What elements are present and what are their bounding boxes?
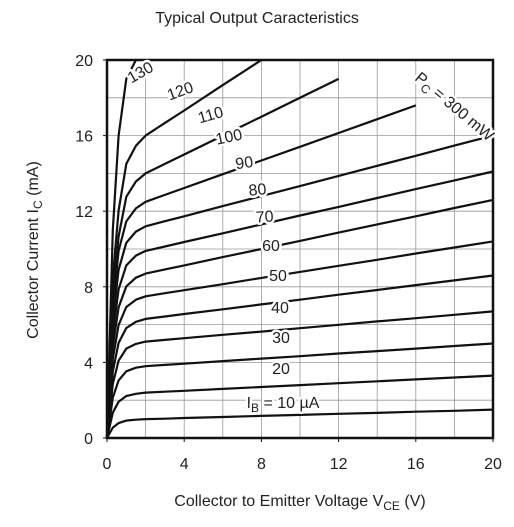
x-tick-label: 12 [330, 456, 348, 473]
curve-label: 60 [262, 238, 280, 255]
curve-label: IB = 10 µA [247, 395, 320, 415]
curve-label: 40 [271, 300, 289, 317]
y-axis-label-main: Collector Current I [25, 209, 42, 339]
curve-label: 30 [272, 330, 290, 347]
y-axis-label-sub: C [31, 200, 45, 209]
curve [105, 274, 494, 439]
chart-title: Typical Output Caracteristics [155, 10, 359, 27]
curve-label-main: I [247, 395, 251, 412]
y-tick-label: 12 [75, 204, 93, 221]
curve-label: 90 [234, 154, 254, 173]
y-tick-label: 0 [84, 431, 93, 448]
curve [105, 77, 340, 439]
y-axis-label: Collector Current IC (mA) [25, 161, 45, 339]
curve [105, 59, 137, 439]
x-axis-label-sub: CE [383, 499, 400, 513]
curve [105, 104, 417, 439]
x-tick-label: 16 [407, 456, 425, 473]
curve-label: 130 [125, 59, 157, 87]
curve [105, 342, 494, 439]
y-tick-label: 20 [75, 53, 93, 70]
x-axis-label: Collector to Emitter Voltage VCE (V) [174, 493, 425, 513]
x-tick-label: 8 [257, 456, 266, 473]
curve-label: 70 [255, 208, 274, 226]
curve [105, 310, 494, 439]
curve-label: 100 [214, 126, 244, 148]
curve [105, 59, 262, 439]
curve [105, 134, 494, 439]
curve-label-rest: = 10 µA [259, 395, 320, 412]
x-axis-label-rest: (V) [400, 493, 426, 510]
curve-label: 110 [196, 104, 225, 127]
x-tick-label: 0 [103, 456, 112, 473]
curve [105, 374, 494, 439]
x-tick-label: 20 [484, 456, 502, 473]
x-axis-label-main: Collector to Emitter Voltage V [174, 493, 383, 510]
curve-label: 20 [272, 361, 290, 378]
y-tick-label: 16 [75, 129, 93, 146]
y-axis-label-rest: (mA) [25, 161, 42, 200]
curve [106, 408, 494, 439]
y-tick-label: 8 [84, 280, 93, 297]
y-tick-label: 4 [84, 355, 93, 372]
curve-label: 50 [269, 268, 287, 285]
x-tick-label: 4 [180, 456, 189, 473]
plot-frame [105, 58, 495, 440]
curve [105, 240, 494, 439]
curve-label-sub: B [251, 401, 259, 415]
curve [105, 170, 494, 439]
curve [105, 198, 494, 439]
curve-label: 80 [248, 181, 268, 200]
curve-label: 120 [165, 79, 196, 104]
